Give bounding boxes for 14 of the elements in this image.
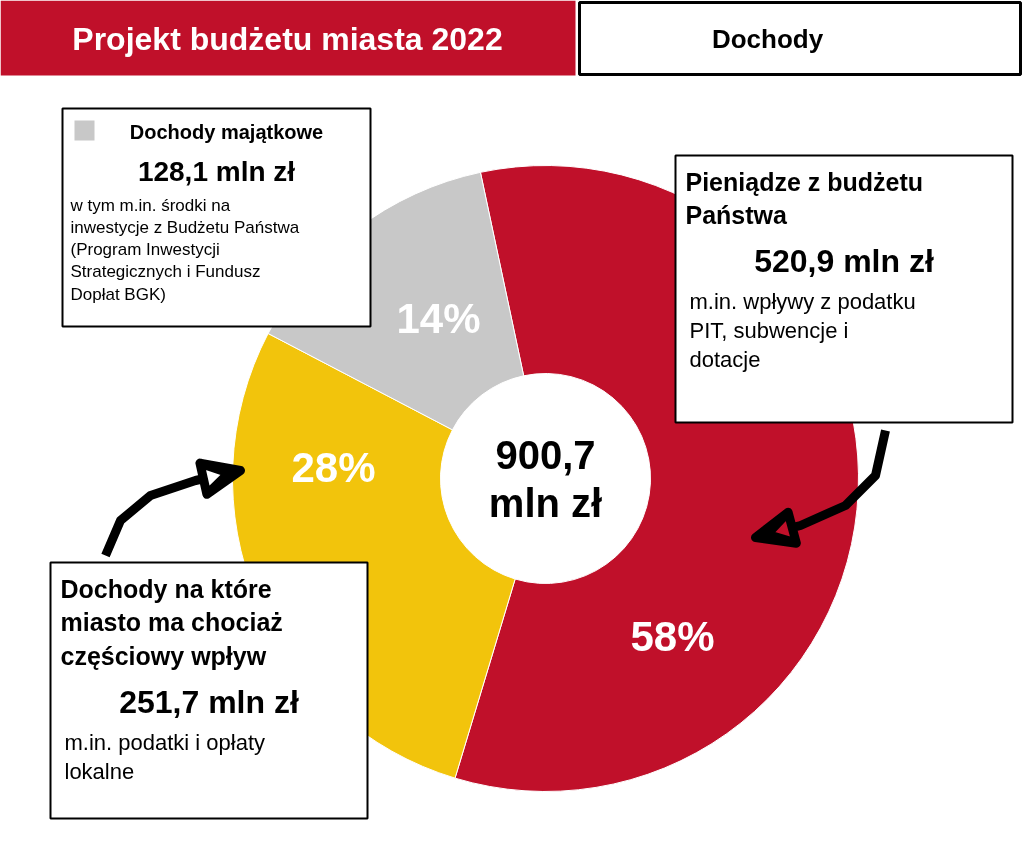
text: m.in. podatki i opłaty lokalne	[64, 730, 266, 784]
data-label: 58%	[630, 613, 715, 660]
text: 900,7 mln zł	[488, 432, 603, 525]
text: m.in. wpływy z podatku PIT, subwencje i dotacje	[689, 289, 916, 372]
legend-label: Dochody majątkowe	[129, 120, 324, 143]
slice-label: Pieniądze z budżetu Państwa	[685, 167, 924, 230]
chart-title: Projekt budżetu miasta 2022	[72, 20, 503, 57]
text: 128,1 mln zł	[137, 155, 296, 187]
text: 520,9 mln zł	[754, 243, 934, 279]
text: w tym m.in. środki na inwestycje z Budżetu Państwa (Program Inwestycji Strategicznych i Fundusz Dopłat BGK)	[69, 196, 300, 304]
slice-label: Dochody na które miasto ma chociaż częściowy wpływ	[60, 574, 283, 670]
data-label: 28%	[291, 444, 376, 491]
chart-subtitle: Dochody	[711, 23, 824, 54]
text: 251,7 mln zł	[119, 683, 299, 720]
